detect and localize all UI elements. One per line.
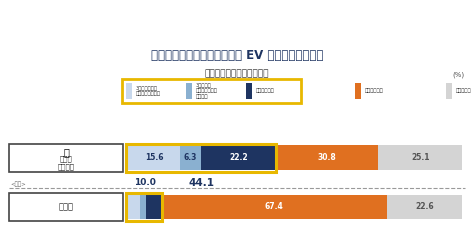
Text: 25.1: 25.1 xyxy=(411,153,429,162)
FancyBboxPatch shape xyxy=(9,144,123,172)
Text: 全業種: 全業種 xyxy=(59,202,74,211)
Bar xyxy=(146,195,161,219)
Text: 参入予定あり: 参入予定あり xyxy=(256,88,275,93)
Bar xyxy=(186,83,192,99)
Text: 3年以内に
新規事業として
参入済み: 3年以内に 新規事業として 参入済み xyxy=(196,83,218,99)
Text: 3年以上前から
該当する事業あり: 3年以上前から 該当する事業あり xyxy=(135,86,160,96)
Text: 6.3: 6.3 xyxy=(184,153,197,162)
Text: 参入済みもしくは参入予定: 参入済みもしくは参入予定 xyxy=(205,69,269,78)
Text: 22.2: 22.2 xyxy=(229,153,247,162)
Text: 自動車
関連業種: 自動車 関連業種 xyxy=(58,155,75,170)
Bar xyxy=(201,146,275,170)
Text: 15.6: 15.6 xyxy=(145,153,163,162)
Text: 10.0: 10.0 xyxy=(134,178,155,187)
Bar xyxy=(180,146,201,170)
Text: 44.1: 44.1 xyxy=(189,178,215,188)
Bar xyxy=(128,146,180,170)
Text: 67.4: 67.4 xyxy=(264,202,283,211)
Bar xyxy=(246,83,252,99)
Text: 22.6: 22.6 xyxy=(415,202,434,211)
Bar xyxy=(275,146,378,170)
Text: 30.8: 30.8 xyxy=(318,153,336,162)
Bar xyxy=(446,83,452,99)
Bar xyxy=(356,83,362,99)
Text: 参入予定なし: 参入予定なし xyxy=(365,88,384,93)
Text: 分からない: 分からない xyxy=(456,88,472,93)
Text: (%): (%) xyxy=(453,72,465,78)
Text: 🚗: 🚗 xyxy=(64,147,69,157)
Bar xyxy=(378,146,462,170)
Text: 「自動車関連」業種における EV 事業への参入状況: 「自動車関連」業種における EV 事業への参入状況 xyxy=(151,49,323,62)
Bar xyxy=(128,195,139,219)
Text: <参考>: <参考> xyxy=(10,181,26,187)
Bar xyxy=(126,83,132,99)
Bar xyxy=(161,195,387,219)
Bar xyxy=(139,195,146,219)
Bar xyxy=(387,195,462,219)
FancyBboxPatch shape xyxy=(9,193,123,221)
